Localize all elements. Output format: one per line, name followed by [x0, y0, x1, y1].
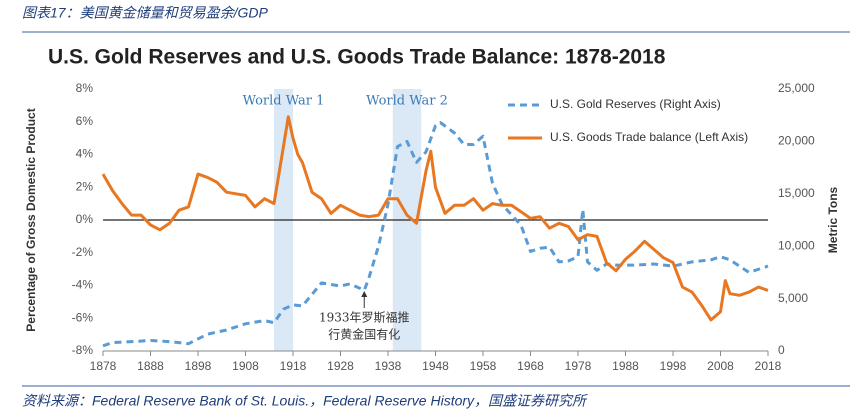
legend-label: U.S. Gold Reserves (Right Axis)	[550, 97, 721, 111]
y-tick-label: -8%	[72, 343, 94, 357]
x-tick-label: 2008	[707, 359, 734, 373]
period-label: World War 2	[366, 94, 448, 109]
y-tick-label: -6%	[72, 310, 94, 324]
x-tick-label: 1898	[185, 359, 212, 373]
y2-tick-label: 0	[778, 343, 785, 357]
y2-tick-label: 5,000	[778, 291, 808, 305]
y-tick-label: -2%	[72, 245, 94, 259]
x-tick-label: 1978	[565, 359, 592, 373]
source: 资料来源：Federal Reserve Bank of St. Louis.，…	[22, 393, 588, 409]
y2-axis-label: Metric Tons	[826, 186, 840, 253]
period-label: World War 1	[243, 94, 325, 109]
annotation: 行黄金国有化	[328, 327, 400, 342]
series-line	[102, 121, 769, 348]
annotation: 1933年罗斯福推	[319, 310, 410, 325]
y-tick-label: 4%	[76, 147, 94, 161]
y2-tick-label: 10,000	[778, 238, 815, 252]
annotation-arrowhead	[361, 291, 368, 297]
y-axis-label: Percentage of Gross Domestic Product	[24, 108, 38, 331]
x-tick-label: 1938	[375, 359, 402, 373]
y-tick-label: 0%	[76, 212, 94, 226]
legend-label: U.S. Goods Trade balance (Left Axis)	[550, 130, 748, 144]
y-tick-label: 6%	[76, 114, 94, 128]
y2-tick-label: 15,000	[778, 186, 815, 200]
x-tick-label: 1958	[470, 359, 497, 373]
y-tick-label: 8%	[76, 81, 94, 95]
y-tick-label: -4%	[72, 278, 94, 292]
chart-title: U.S. Gold Reserves and U.S. Goods Trade …	[48, 46, 666, 69]
x-tick-label: 1908	[232, 359, 259, 373]
y-tick-label: 2%	[76, 179, 94, 193]
x-tick-label: 1928	[327, 359, 354, 373]
x-tick-label: 1948	[422, 359, 449, 373]
y2-tick-label: 25,000	[778, 81, 815, 95]
x-tick-label: 1878	[90, 359, 117, 373]
y2-tick-label: 20,000	[778, 134, 815, 148]
x-tick-label: 2018	[755, 359, 782, 373]
x-tick-label: 1968	[517, 359, 544, 373]
x-tick-label: 1918	[280, 359, 307, 373]
series-line	[101, 115, 769, 322]
x-tick-label: 1888	[137, 359, 164, 373]
header: 图表17：美国黄金储量和贸易盈余/GDP	[22, 5, 268, 21]
x-tick-label: 1988	[612, 359, 639, 373]
x-tick-label: 1998	[660, 359, 687, 373]
